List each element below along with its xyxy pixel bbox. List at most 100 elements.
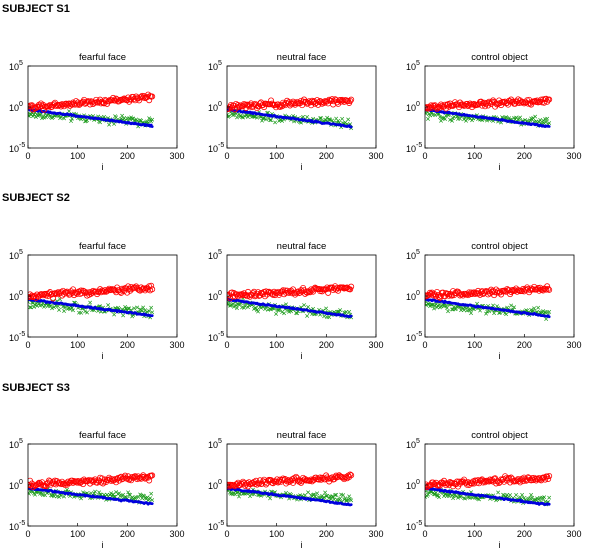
- panel-marks: [28, 472, 156, 506]
- red-circle-point: [344, 284, 351, 291]
- green-cross-point: [106, 303, 111, 307]
- green-cross-point: [338, 496, 343, 501]
- red-circle-point: [307, 289, 314, 296]
- green-cross-point: [509, 303, 514, 308]
- green-cross-point: [491, 303, 496, 308]
- red-circle-point: [478, 98, 485, 105]
- y-tick-base: 10: [406, 144, 416, 154]
- green-cross-point: [541, 309, 546, 314]
- x-tick-label: 200: [517, 529, 532, 539]
- green-cross-point: [122, 116, 127, 120]
- green-cross-point: [114, 115, 119, 120]
- red-circle-point: [535, 476, 542, 483]
- green-cross-point: [547, 121, 552, 126]
- green-cross-point: [344, 498, 349, 503]
- green-cross-point: [135, 118, 140, 123]
- blue-point: [547, 502, 551, 506]
- green-cross-point: [496, 490, 501, 495]
- y-tick-base: 10: [406, 522, 416, 532]
- green-cross-point: [425, 111, 428, 116]
- red-circle-point: [118, 289, 125, 296]
- red-circle-point: [31, 104, 38, 111]
- red-circle-point: [467, 100, 474, 107]
- red-circle-point: [281, 477, 288, 484]
- green-cross-point: [547, 495, 552, 500]
- x-tick-label: 0: [224, 529, 229, 539]
- y-tick-exponent: -5: [416, 142, 422, 149]
- green-cross-point: [33, 492, 37, 497]
- green-cross-point: [83, 119, 88, 124]
- green-cross-point: [445, 306, 449, 310]
- y-tick-label: 100: [208, 101, 222, 113]
- x-tick-label: 200: [517, 340, 532, 350]
- x-axis-label: i: [301, 351, 303, 361]
- green-cross-point: [545, 116, 550, 121]
- green-cross-point: [443, 117, 447, 122]
- y-tick-exponent: -5: [218, 142, 224, 149]
- green-cross-point: [280, 310, 285, 315]
- green-cross-point: [322, 495, 327, 500]
- green-cross-point: [227, 300, 229, 305]
- y-tick-label: 100: [406, 479, 420, 491]
- green-cross-point: [518, 115, 523, 120]
- x-axis-label: i: [102, 540, 104, 550]
- red-circle-point: [124, 97, 131, 104]
- green-cross-point: [498, 310, 503, 315]
- green-cross-point: [463, 496, 468, 501]
- green-cross-point: [126, 490, 131, 495]
- red-circle-point: [524, 477, 531, 484]
- y-tick-base: 10: [9, 440, 19, 450]
- green-cross-point: [79, 496, 84, 501]
- y-tick-exponent: 5: [19, 249, 23, 256]
- green-cross-point: [462, 308, 466, 313]
- red-circle-point: [500, 98, 507, 105]
- red-circle-point: [502, 288, 509, 295]
- green-cross-point: [456, 495, 460, 500]
- y-tick-label: 105: [208, 60, 222, 72]
- green-cross-point: [228, 303, 232, 308]
- red-circle-point: [285, 100, 292, 107]
- subject-s2-label: SUBJECT S2: [2, 192, 70, 204]
- green-cross-point: [232, 304, 236, 309]
- green-cross-point: [273, 120, 278, 125]
- green-cross-point: [520, 492, 525, 497]
- y-tick-label: 105: [406, 60, 420, 72]
- green-cross-point: [523, 117, 528, 122]
- y-tick-exponent: 5: [218, 249, 222, 256]
- green-cross-point: [149, 305, 154, 310]
- green-cross-point: [85, 310, 90, 315]
- red-circle-point: [64, 481, 71, 488]
- red-circle-point: [261, 104, 268, 111]
- y-tick-label: 100: [208, 290, 222, 302]
- green-cross-point: [132, 306, 137, 311]
- green-cross-point: [135, 305, 140, 310]
- y-tick-base: 10: [208, 333, 218, 343]
- x-tick-label: 0: [25, 529, 30, 539]
- green-cross-point: [238, 113, 242, 118]
- green-cross-point: [280, 119, 285, 123]
- green-cross-point: [347, 309, 352, 314]
- green-cross-point: [315, 491, 320, 496]
- x-tick-label: 300: [368, 529, 383, 539]
- green-cross-point: [547, 309, 552, 314]
- green-cross-point: [107, 122, 112, 127]
- red-circle-point: [251, 288, 258, 295]
- green-cross-point: [141, 305, 146, 310]
- y-tick-label: 10-5: [9, 142, 25, 154]
- y-tick-exponent: 5: [19, 60, 23, 67]
- y-tick-label: 105: [9, 249, 23, 261]
- blue-point: [349, 503, 353, 507]
- y-tick-base: 10: [406, 103, 416, 113]
- x-axis-label: i: [102, 162, 104, 172]
- x-tick-label: 200: [517, 151, 532, 161]
- green-cross-point: [269, 118, 274, 123]
- green-cross-point: [302, 303, 307, 308]
- green-cross-point: [28, 114, 31, 119]
- green-cross-point: [28, 305, 32, 310]
- red-circle-point: [312, 100, 319, 107]
